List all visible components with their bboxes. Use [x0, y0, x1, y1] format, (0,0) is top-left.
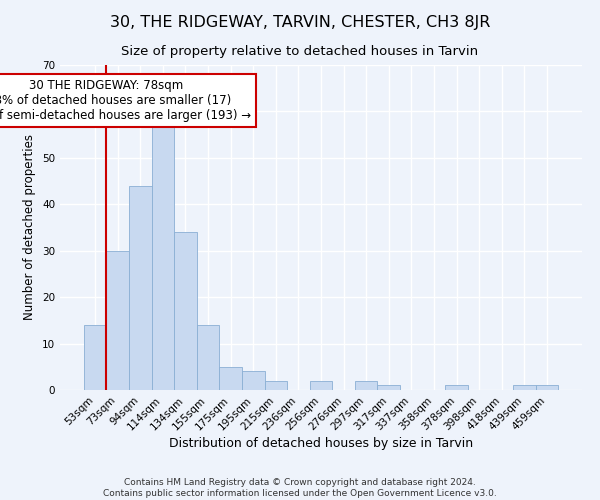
X-axis label: Distribution of detached houses by size in Tarvin: Distribution of detached houses by size …	[169, 438, 473, 450]
Bar	[265, 380, 287, 390]
Bar	[377, 386, 400, 390]
Bar	[129, 186, 152, 390]
Bar	[513, 386, 536, 390]
Text: Size of property relative to detached houses in Tarvin: Size of property relative to detached ho…	[121, 45, 479, 58]
Bar	[310, 380, 332, 390]
Text: 30, THE RIDGEWAY, TARVIN, CHESTER, CH3 8JR: 30, THE RIDGEWAY, TARVIN, CHESTER, CH3 8…	[110, 15, 490, 30]
Text: Contains HM Land Registry data © Crown copyright and database right 2024.
Contai: Contains HM Land Registry data © Crown c…	[103, 478, 497, 498]
Bar	[355, 380, 377, 390]
Bar	[220, 367, 242, 390]
Bar	[174, 232, 197, 390]
Bar	[242, 372, 265, 390]
Bar	[445, 386, 468, 390]
Y-axis label: Number of detached properties: Number of detached properties	[23, 134, 37, 320]
Bar	[106, 250, 129, 390]
Bar	[536, 386, 558, 390]
Bar	[84, 325, 106, 390]
Bar	[197, 325, 220, 390]
Bar	[152, 126, 174, 390]
Text: 30 THE RIDGEWAY: 78sqm
← 8% of detached houses are smaller (17)
91% of semi-deta: 30 THE RIDGEWAY: 78sqm ← 8% of detached …	[0, 79, 251, 122]
